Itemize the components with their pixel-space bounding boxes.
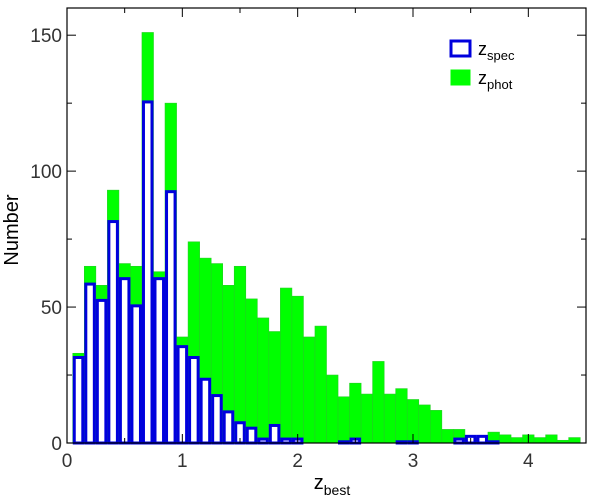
phot-bar bbox=[280, 287, 293, 444]
spec-bar bbox=[153, 277, 166, 445]
phot-bar bbox=[349, 382, 362, 444]
spec-bar bbox=[199, 377, 212, 445]
legend-swatch-spec bbox=[449, 39, 472, 58]
spec-bar bbox=[176, 345, 189, 445]
y-tick-label: 100 bbox=[30, 162, 62, 183]
phot-bar bbox=[510, 437, 523, 444]
legend-label-phot: zphot bbox=[478, 68, 513, 92]
legend-label-phot-sub: phot bbox=[487, 77, 513, 92]
spec-bar bbox=[476, 434, 488, 445]
spec-bar bbox=[95, 298, 108, 445]
plot-frame bbox=[66, 7, 587, 444]
phot-bar bbox=[291, 295, 304, 444]
phot-bar bbox=[233, 265, 247, 444]
legend-label-spec-main: z bbox=[478, 39, 487, 59]
x-tick-label: 2 bbox=[292, 451, 303, 472]
phot-bar bbox=[383, 393, 396, 444]
phot-bar bbox=[429, 410, 443, 444]
spec-bar bbox=[84, 282, 96, 445]
spec-bar bbox=[222, 410, 235, 445]
phot-bar bbox=[372, 361, 385, 444]
phot-bar bbox=[245, 298, 258, 444]
spec-bar bbox=[130, 304, 142, 445]
x-tick-label: 1 bbox=[177, 451, 188, 472]
phot-bar bbox=[568, 437, 581, 444]
legend: zspec zphot bbox=[449, 39, 515, 92]
x-tick-label: 4 bbox=[523, 451, 534, 472]
phot-bar bbox=[418, 404, 431, 444]
legend-label-phot-main: z bbox=[478, 68, 487, 88]
x-tick-label: 0 bbox=[62, 451, 73, 472]
spec-bar bbox=[188, 356, 200, 445]
axis-ticks bbox=[66, 8, 586, 444]
spec-bar bbox=[141, 100, 154, 445]
legend-label-spec-sub: spec bbox=[487, 48, 515, 63]
phot-bar bbox=[545, 434, 558, 444]
phot-bar bbox=[441, 429, 454, 444]
x-axis-label-main: z bbox=[314, 472, 324, 494]
spec-bar bbox=[245, 426, 258, 445]
phot-bar bbox=[314, 325, 327, 444]
phot-bar bbox=[303, 336, 316, 444]
y-tick-label: 50 bbox=[41, 298, 62, 319]
x-axis-label: zbest bbox=[314, 472, 351, 497]
spec-bar bbox=[72, 356, 85, 445]
spec-bars bbox=[72, 100, 500, 445]
spec-bar bbox=[107, 220, 119, 445]
legend-swatch-phot bbox=[450, 69, 471, 86]
spec-bar bbox=[211, 394, 223, 445]
phot-bar bbox=[326, 374, 339, 444]
phot-bar bbox=[533, 437, 546, 444]
y-tick-labels: 0 50 100 150 bbox=[30, 26, 62, 455]
y-tick-label: 150 bbox=[30, 26, 62, 47]
phot-bar bbox=[256, 317, 270, 444]
x-tick-labels: 0 1 2 3 4 bbox=[62, 451, 534, 472]
phot-bar bbox=[337, 396, 350, 444]
spec-bar bbox=[165, 190, 177, 445]
legend-label-spec: zspec bbox=[478, 39, 515, 63]
phot-bar bbox=[395, 388, 408, 444]
phot-bar bbox=[360, 393, 373, 444]
phot-bar bbox=[499, 434, 512, 444]
spec-bar bbox=[118, 277, 131, 445]
y-axis-label: Number bbox=[1, 194, 23, 265]
x-axis-label-sub: best bbox=[324, 482, 351, 497]
y-tick-label: 0 bbox=[51, 434, 62, 455]
spec-bar bbox=[268, 423, 281, 445]
x-tick-label: 3 bbox=[408, 451, 419, 472]
